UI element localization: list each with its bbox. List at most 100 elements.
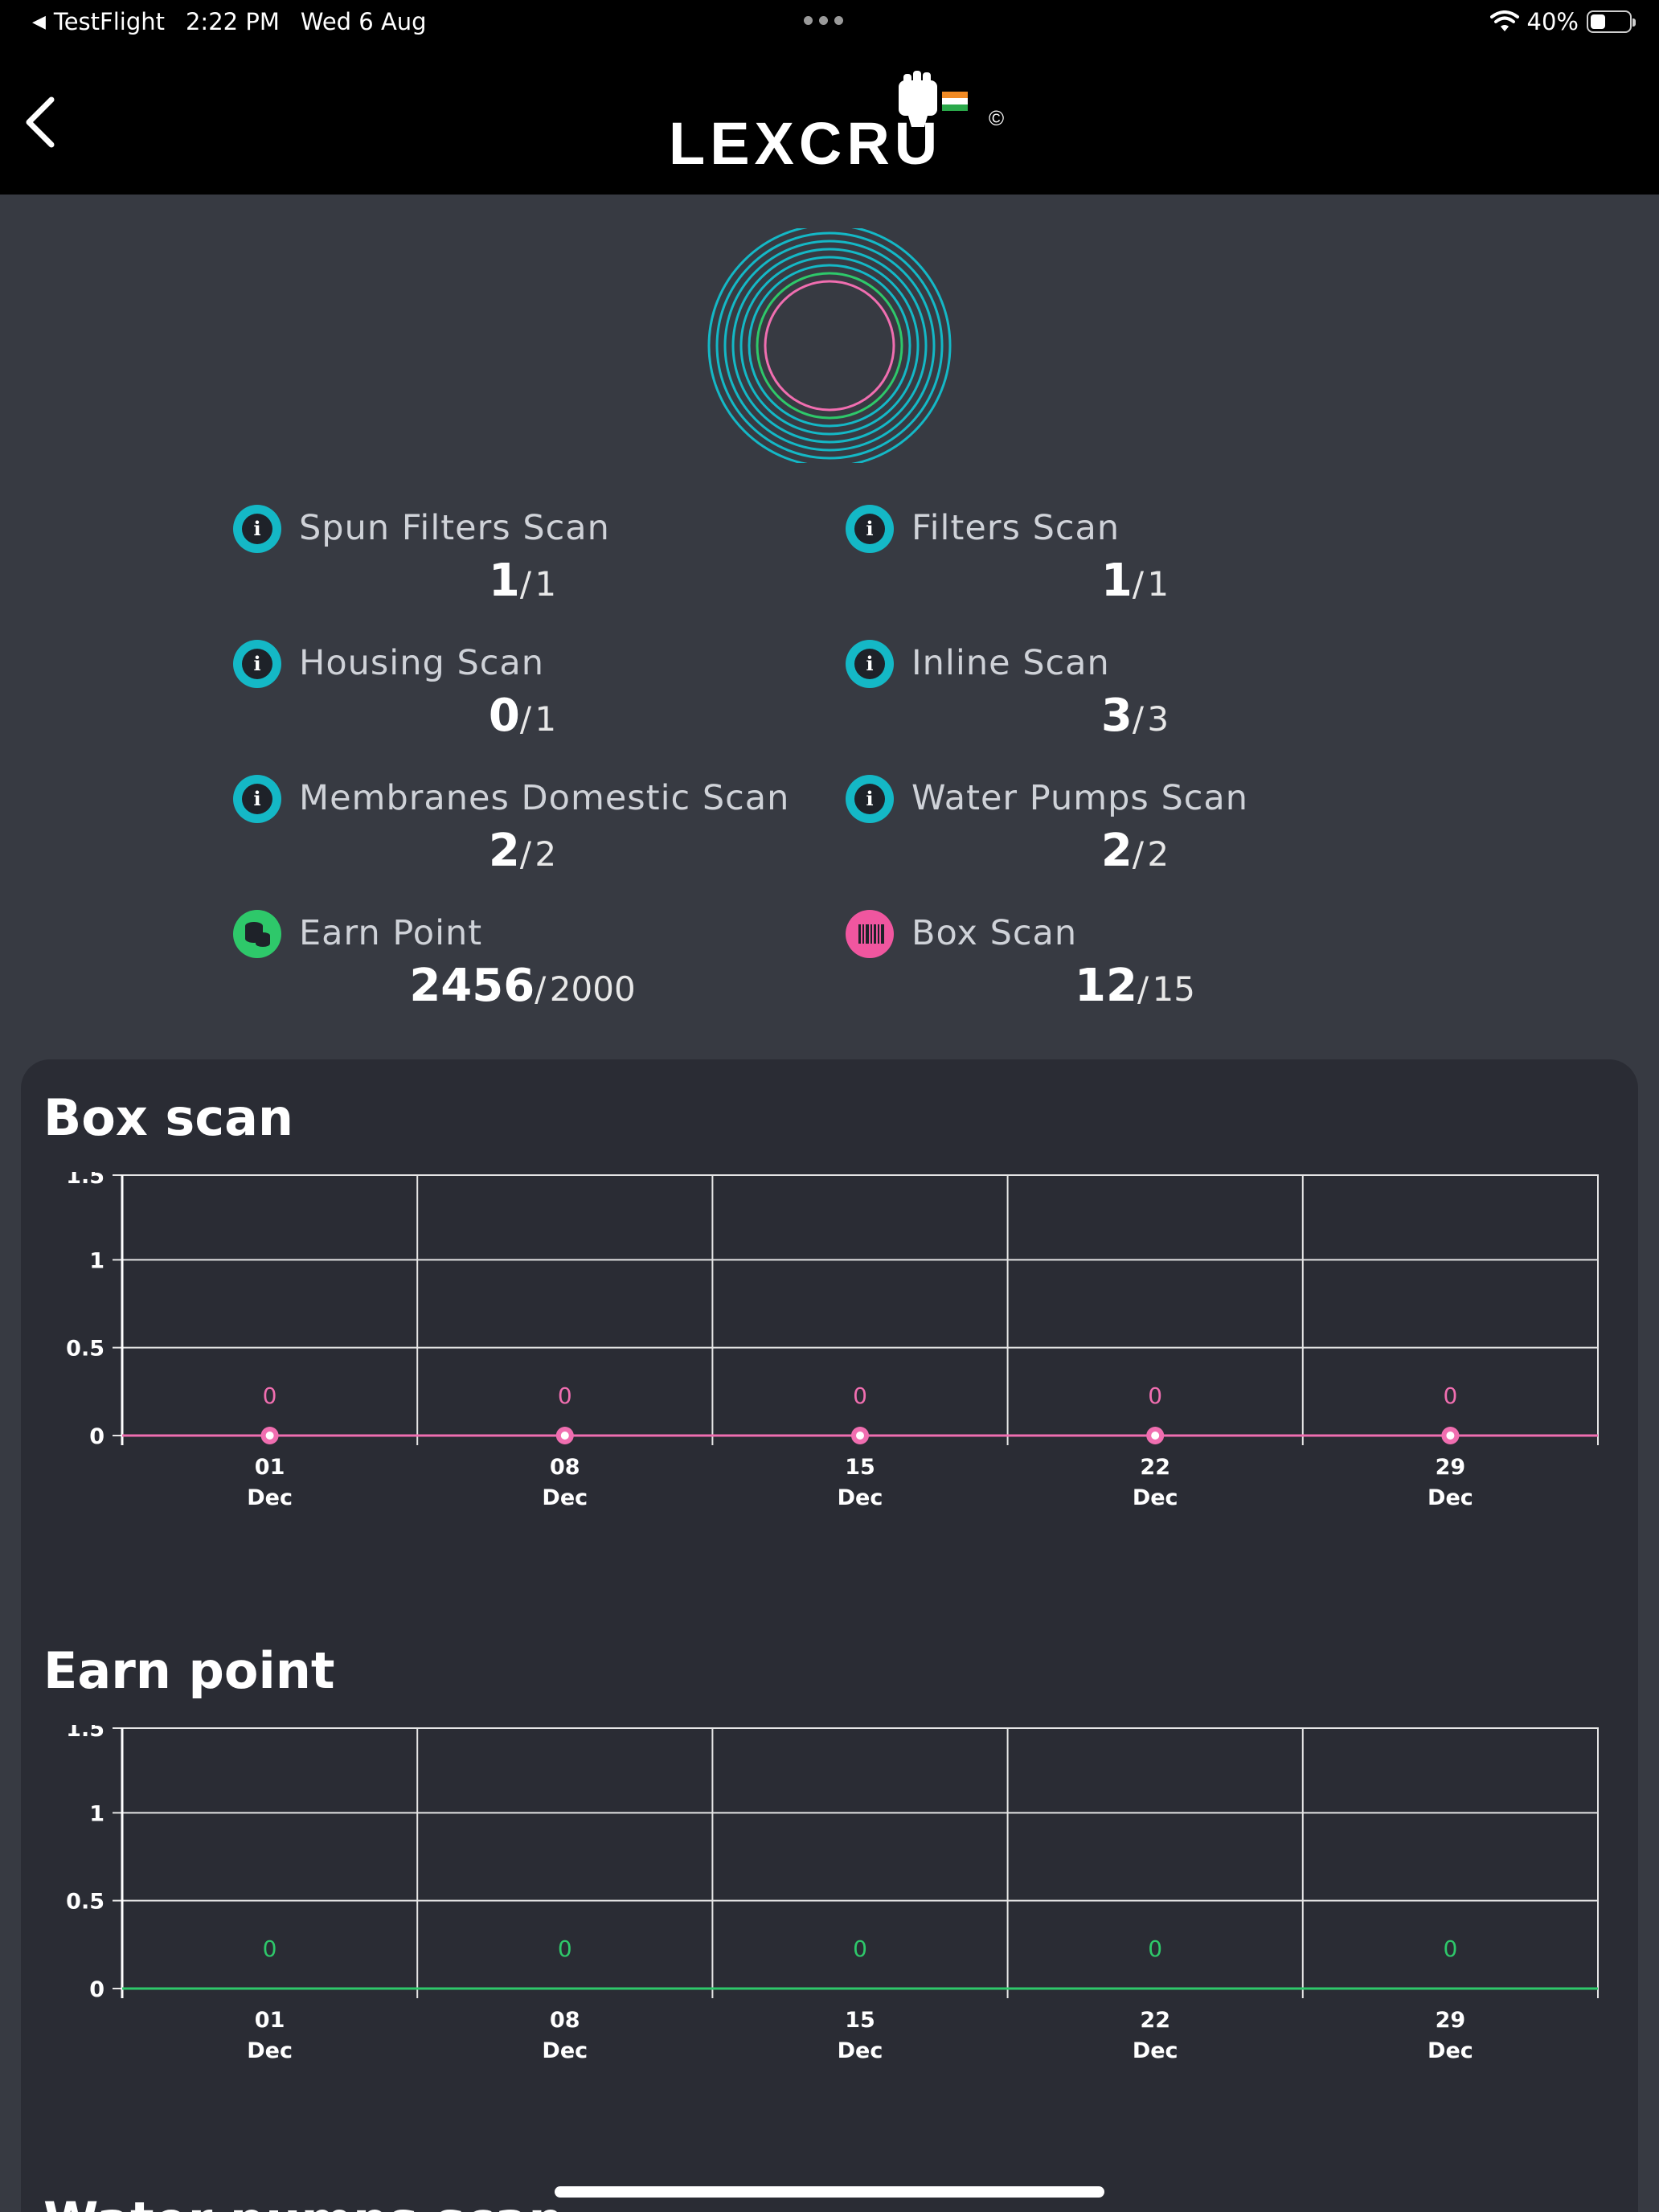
stat-current: 2456	[409, 960, 535, 1012]
earn-point-chart-title: Earn point	[43, 1641, 335, 1700]
info-icon[interactable]: i	[846, 775, 894, 823]
status-time: 2:22 PM	[185, 8, 280, 35]
data-label: 0	[1443, 1936, 1457, 1962]
stat-label: Water Pumps Scan	[911, 778, 1248, 818]
stat-current: 12	[1075, 960, 1137, 1012]
x-tick-label-month: Dec	[1133, 1485, 1178, 1510]
stat-value: 0/ 1	[488, 690, 557, 742]
chevron-left-icon	[26, 96, 55, 148]
data-label: 0	[1443, 1382, 1457, 1409]
charts-panel: Box scan 1.5 1 0.5 0 01 Dec 0 08 Dec 0 15 Dec 0 22 Dec…	[21, 1059, 1638, 2212]
stat-label: Spun Filters Scan	[299, 508, 610, 548]
progress-ring	[707, 223, 952, 468]
stat-value: 2/ 2	[1100, 825, 1169, 877]
stat-value: 2/ 2	[488, 825, 557, 877]
barcode-icon[interactable]	[846, 910, 894, 958]
status-left[interactable]: ◀ TestFlight 2:22 PM Wed 6 Aug	[32, 8, 427, 35]
progress-ring	[756, 272, 903, 420]
data-label: 0	[1148, 1382, 1162, 1409]
status-right: 40%	[1489, 8, 1636, 35]
x-tick-label-month: Dec	[542, 2038, 588, 2063]
stat-total: 1	[535, 699, 557, 739]
y-tick-label: 1.5	[66, 1172, 104, 1189]
stat-total: 2000	[549, 969, 636, 1009]
x-tick-label-day: 29	[1436, 2008, 1466, 2033]
stat-housing-scan: i Housing Scan 0/ 1	[233, 640, 844, 760]
x-tick-label-day: 29	[1436, 1455, 1466, 1480]
x-tick-label-month: Dec	[1428, 2038, 1473, 2063]
x-tick-label-day: 15	[845, 2008, 875, 2033]
x-tick-label-month: Dec	[247, 2038, 293, 2063]
stat-current: 1	[488, 555, 520, 607]
x-tick-label-month: Dec	[838, 1485, 883, 1510]
water-pumps-chart-title: Water pumps scan	[43, 2191, 564, 2212]
x-tick-label-day: 22	[1140, 1455, 1170, 1480]
status-date: Wed 6 Aug	[300, 8, 427, 35]
x-tick-label-month: Dec	[542, 1485, 588, 1510]
stat-spun-filters-scan: i Spun Filters Scan 1/ 1	[233, 505, 844, 625]
logo-copyright-mark: ©	[989, 106, 1005, 130]
x-tick-label-day: 08	[550, 1455, 580, 1480]
progress-ring-box-scan	[764, 280, 895, 412]
app-header: LEXCRU ©	[0, 45, 1659, 195]
stat-filters-scan: i Filters Scan 1/ 1	[846, 505, 1456, 625]
stat-label: Box Scan	[911, 913, 1078, 953]
x-tick-label-day: 22	[1140, 2008, 1170, 2033]
y-tick-label: 0	[89, 1977, 104, 2002]
lexcru-logo: LEXCRU ©	[659, 61, 1013, 182]
info-icon[interactable]: i	[233, 775, 281, 823]
stat-total: 15	[1152, 969, 1195, 1009]
home-indicator[interactable]	[555, 2186, 1104, 2198]
logo-wordmark: LEXCRU	[669, 110, 943, 177]
progress-rings-graphic	[707, 223, 952, 468]
stat-value: 3/ 3	[1100, 690, 1169, 742]
data-label: 0	[853, 1936, 867, 1962]
y-tick-label: 0	[89, 1424, 104, 1449]
stat-value: 2456/ 2000	[409, 960, 636, 1012]
info-icon[interactable]: i	[846, 640, 894, 688]
data-label: 0	[558, 1936, 572, 1962]
coins-icon[interactable]	[233, 910, 281, 958]
info-icon[interactable]: i	[846, 505, 894, 553]
data-label: 0	[263, 1936, 277, 1962]
stat-box-scan: Box Scan 12/ 15	[846, 910, 1456, 1030]
info-icon[interactable]: i	[233, 505, 281, 553]
x-tick-label-day: 01	[255, 1455, 285, 1480]
data-point-marker-center	[1151, 1432, 1160, 1440]
box-scan-chart: 1.5 1 0.5 0 01 Dec 0 08 Dec 0 15 Dec 0 22 Dec 0 29 Dec 0	[66, 1172, 1599, 1510]
x-tick-label-month: Dec	[1428, 1485, 1473, 1510]
progress-rings	[704, 223, 955, 468]
x-tick-label-day: 01	[255, 2008, 285, 2033]
stat-label: Earn Point	[299, 913, 483, 953]
stat-membranes-domestic-scan: i Membranes Domestic Scan 2/ 2	[233, 775, 844, 895]
back-button[interactable]	[18, 93, 66, 150]
wifi-icon	[1489, 10, 1519, 31]
data-point-marker-center	[265, 1432, 274, 1440]
progress-ring	[748, 264, 911, 428]
battery-percent: 40%	[1526, 8, 1579, 35]
status-bar: ◀ TestFlight 2:22 PM Wed 6 Aug 40%	[0, 0, 1659, 45]
multitasking-dots-icon[interactable]	[804, 16, 843, 25]
y-tick-label: 0.5	[66, 1337, 104, 1362]
stat-label: Membranes Domestic Scan	[299, 778, 790, 818]
stat-value: 1/ 1	[488, 555, 557, 607]
y-tick-label: 1	[89, 1801, 104, 1826]
stat-current: 0	[488, 690, 520, 742]
stat-current: 3	[1100, 690, 1133, 742]
stat-total: 1	[535, 564, 557, 604]
battery-icon	[1587, 10, 1636, 33]
data-label: 0	[263, 1382, 277, 1409]
info-icon[interactable]: i	[233, 640, 281, 688]
data-label: 0	[853, 1382, 867, 1409]
stat-total: 2	[1147, 834, 1169, 874]
x-tick-label-month: Dec	[1133, 2038, 1178, 2063]
x-tick-label-month: Dec	[247, 1485, 293, 1510]
stat-earn-point: Earn Point 2456/ 2000	[233, 910, 844, 1030]
y-tick-label: 1	[89, 1248, 104, 1273]
stat-total: 3	[1147, 699, 1169, 739]
stat-label: Housing Scan	[299, 643, 545, 683]
stat-label: Inline Scan	[911, 643, 1110, 683]
stat-inline-scan: i Inline Scan 3/ 3	[846, 640, 1456, 760]
y-tick-label: 0.5	[66, 1890, 104, 1915]
